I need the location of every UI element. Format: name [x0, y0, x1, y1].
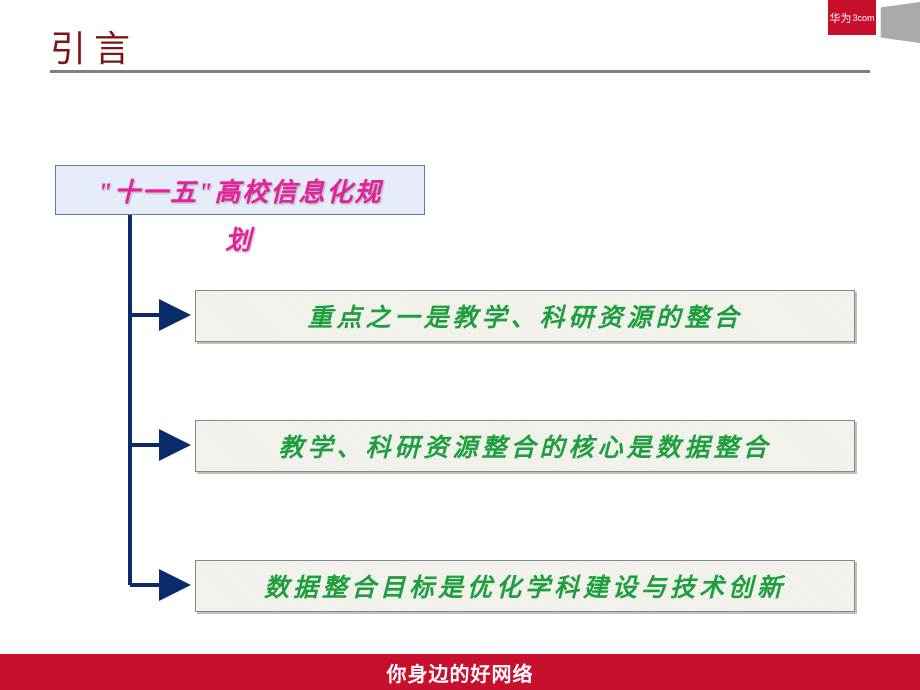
child-text-3: 数据整合目标是优化学科建设与技术创新 [264, 568, 786, 604]
title-underline [50, 70, 870, 73]
header: 引言 华为 3com [0, 0, 920, 80]
child-text-2: 教学、科研资源整合的核心是数据整合 [278, 428, 771, 464]
footer-bar: 你身边的好网络 [0, 654, 920, 690]
logo-red-part: 华为 3com [828, 0, 876, 35]
brand-logo: 华为 3com [828, 0, 920, 42]
child-node-2: 教学、科研资源整合的核心是数据整合 [195, 420, 855, 472]
child-text-1: 重点之一是教学、科研资源的整合 [307, 298, 742, 334]
diagram-area: "十一五"高校信息化规 划 重点之一是教学、科研资源的整合 教学、科研资源整合的… [0, 80, 920, 635]
root-text-line2: 划 [225, 220, 253, 257]
child-node-3: 数据整合目标是优化学科建设与技术创新 [195, 560, 855, 612]
page-title: 引言 [50, 20, 870, 72]
logo-red-label: 华为 [829, 10, 851, 26]
child-node-1: 重点之一是教学、科研资源的整合 [195, 290, 855, 342]
tree-connectors [0, 80, 920, 635]
logo-gray-label: 3com [852, 13, 874, 23]
logo-gray-part [881, 2, 920, 43]
root-node: "十一五"高校信息化规 [55, 165, 425, 215]
footer-text: 你身边的好网络 [387, 658, 534, 687]
root-text-line1: "十一五"高校信息化规 [98, 172, 383, 209]
